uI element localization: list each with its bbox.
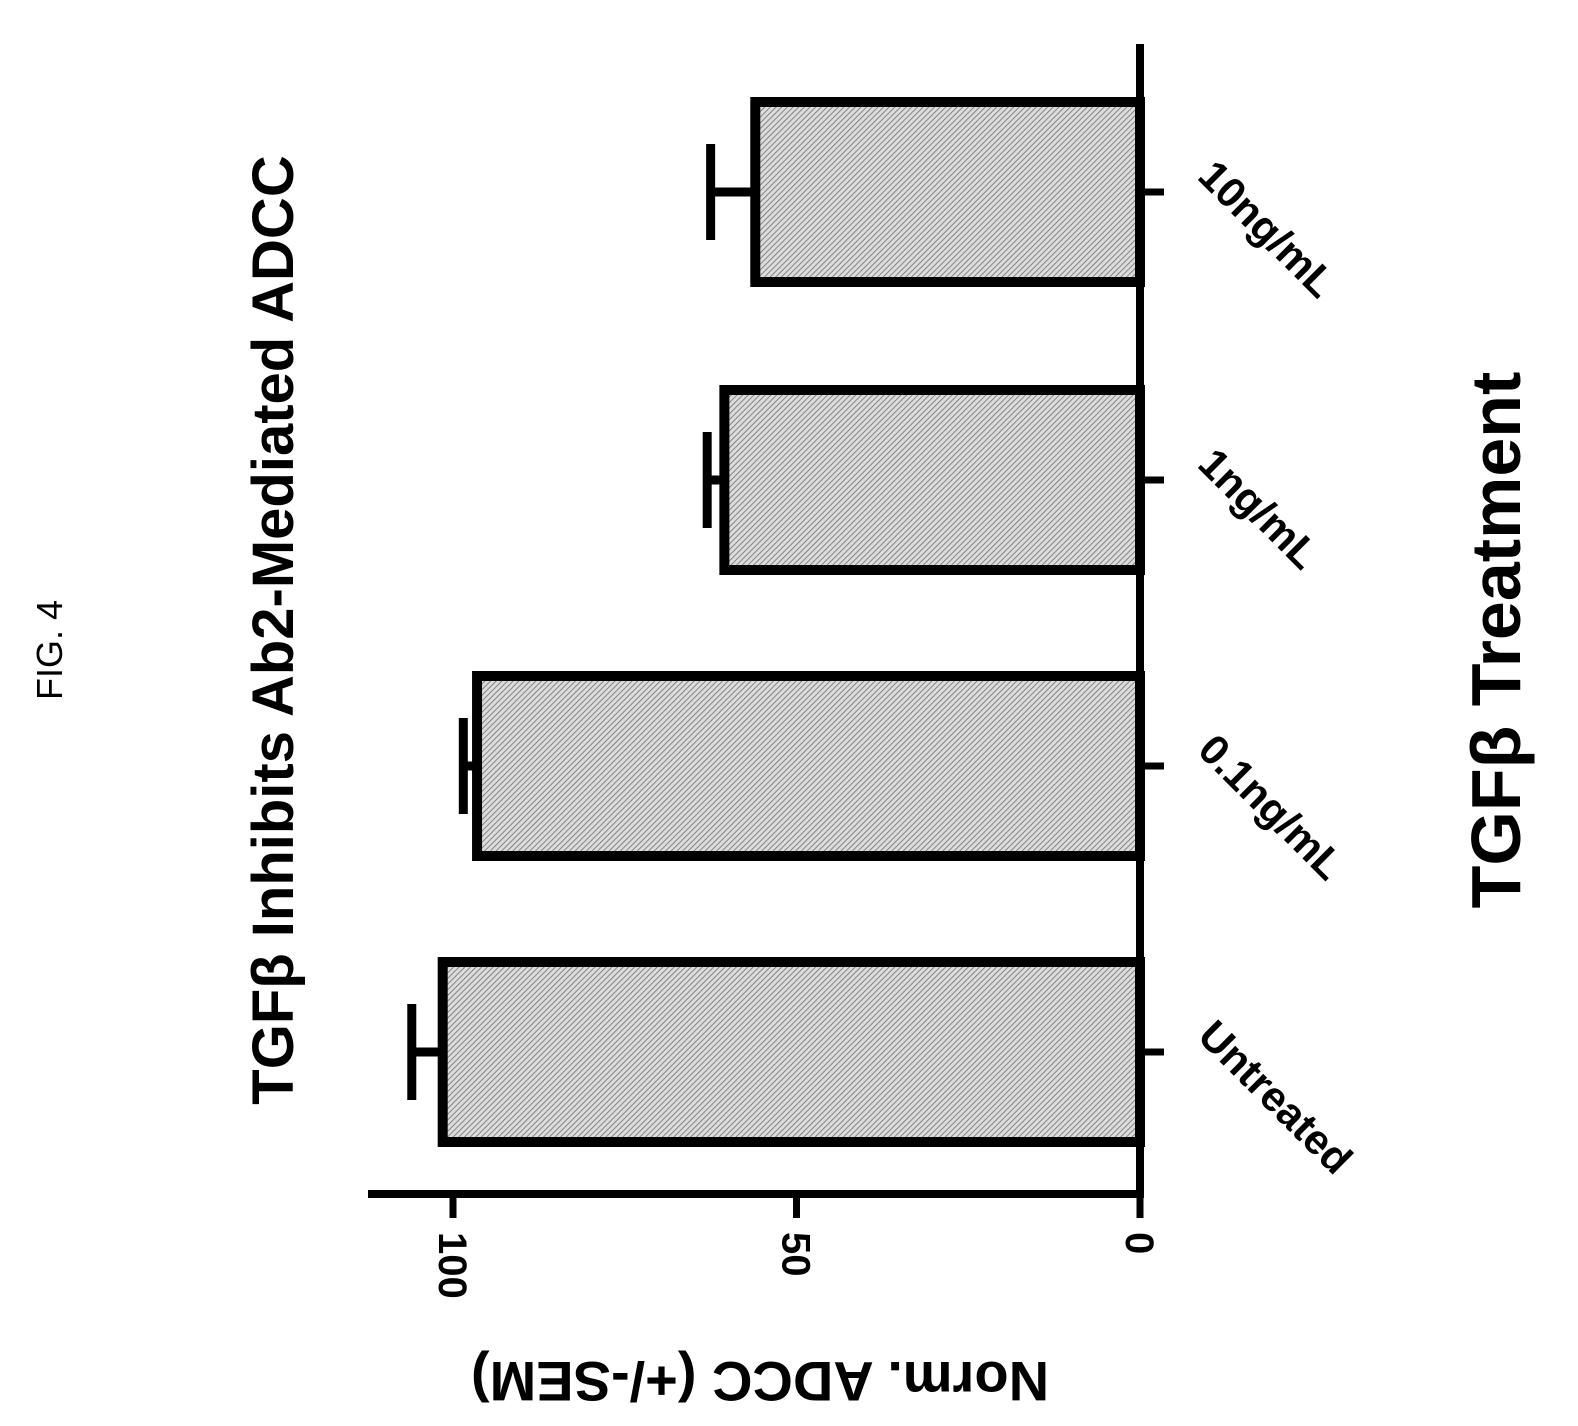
value-tick-label: 100: [430, 1232, 474, 1299]
category-label: 1ng/mL: [1190, 439, 1329, 578]
bars: [407, 97, 1146, 1147]
category-ticks: Untreated 0.1ng/mL 1ng/mL 10ng/mL: [1140, 151, 1361, 1183]
bar: [472, 671, 1146, 861]
bar: [437, 957, 1145, 1147]
y-axis-title: Norm. ADCC (+/-SEM): [471, 1350, 1049, 1413]
category-label: 0.1ng/mL: [1190, 725, 1354, 889]
category-label: Untreated: [1190, 1011, 1362, 1183]
bar: [750, 97, 1146, 287]
category-label: 10ng/mL: [1190, 151, 1345, 306]
value-ticks: 0 50 100: [430, 1194, 1161, 1299]
bar: [719, 385, 1145, 575]
value-tick-label: 50: [774, 1232, 818, 1277]
value-tick-label: 0: [1117, 1232, 1161, 1254]
x-axis-title: TGFβ Treatment: [1457, 372, 1535, 909]
chart-title: TGFβ Inhibits Ab2-Mediated ADCC: [241, 155, 306, 1104]
figure-label: FIG. 4: [29, 600, 70, 700]
